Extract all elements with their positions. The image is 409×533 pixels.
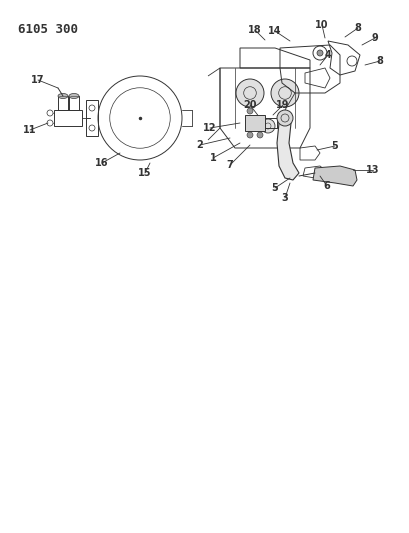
Circle shape: [276, 110, 292, 126]
Text: 20: 20: [243, 100, 256, 110]
Text: 3: 3: [281, 193, 288, 203]
FancyBboxPatch shape: [245, 115, 264, 131]
Text: 16: 16: [95, 158, 108, 168]
Circle shape: [236, 79, 263, 107]
Circle shape: [261, 119, 274, 133]
Polygon shape: [312, 166, 356, 186]
Text: 14: 14: [267, 26, 281, 36]
Text: 15: 15: [138, 168, 151, 178]
Text: 19: 19: [276, 100, 289, 110]
Text: 11: 11: [23, 125, 37, 135]
Text: 2: 2: [196, 140, 203, 150]
Text: 1: 1: [209, 153, 216, 163]
Circle shape: [316, 50, 322, 56]
Text: 8: 8: [354, 23, 361, 33]
Text: 18: 18: [247, 25, 261, 35]
Circle shape: [256, 132, 262, 138]
Text: 6: 6: [323, 181, 330, 191]
Text: 7: 7: [226, 160, 233, 170]
Text: 12: 12: [203, 123, 216, 133]
Text: 5: 5: [271, 183, 278, 193]
Text: 4: 4: [324, 50, 330, 60]
Ellipse shape: [58, 93, 68, 99]
Circle shape: [270, 79, 298, 107]
Text: 9: 9: [371, 33, 378, 43]
Circle shape: [246, 108, 252, 114]
Text: 8: 8: [375, 56, 382, 66]
Polygon shape: [276, 123, 298, 180]
Text: 13: 13: [365, 165, 379, 175]
Text: 17: 17: [31, 75, 45, 85]
Text: 10: 10: [315, 20, 328, 30]
Circle shape: [246, 132, 252, 138]
Ellipse shape: [69, 93, 79, 99]
Text: 6105 300: 6105 300: [18, 23, 78, 36]
Text: 5: 5: [331, 141, 337, 151]
